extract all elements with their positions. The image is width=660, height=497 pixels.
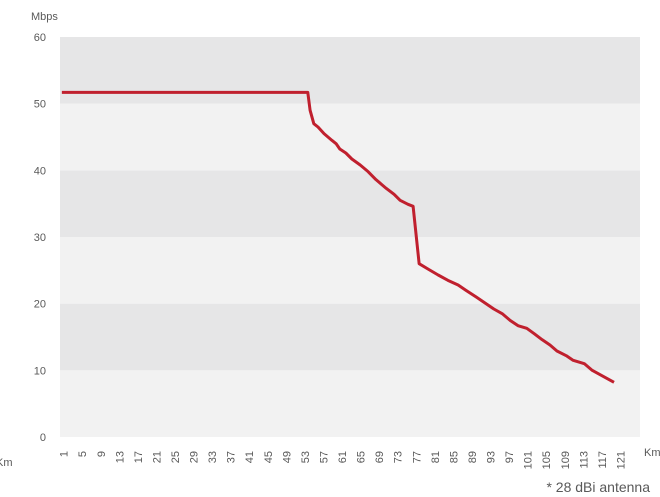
y-tick-label: 0 xyxy=(40,432,46,444)
x-tick-label: 53 xyxy=(300,451,312,463)
x-tick-label: 113 xyxy=(578,451,590,469)
band xyxy=(60,303,640,371)
x-tick-label: 81 xyxy=(430,451,442,463)
x-tick-label: 5 xyxy=(77,451,89,457)
x-tick-label: 61 xyxy=(337,451,349,463)
x-tick-label: 121 xyxy=(615,451,627,469)
x-tick-label: 93 xyxy=(486,451,498,463)
y-tick-label: 40 xyxy=(34,165,46,177)
x-tick-label: 57 xyxy=(318,451,330,463)
x-tick-label: 65 xyxy=(356,451,368,463)
x-tick-label: 101 xyxy=(523,451,535,469)
band xyxy=(60,370,640,437)
x-tick-label: 17 xyxy=(133,451,145,463)
x-tick-label: 117 xyxy=(597,451,609,469)
x-tick-label: 69 xyxy=(374,451,386,463)
x-tick-label: 29 xyxy=(189,451,201,463)
annotation: * 28 dBi antenna xyxy=(546,479,650,495)
x-tick-label: 21 xyxy=(151,451,163,463)
x-tick-label: 45 xyxy=(263,451,275,463)
y-tick-label: 50 xyxy=(34,99,46,111)
x-tick-label: 1 xyxy=(59,451,71,457)
x-axis-label-left: Km xyxy=(0,457,13,469)
x-tick-label: 105 xyxy=(541,451,553,469)
x-tick-label: 33 xyxy=(207,451,219,463)
y-axis-label: Mbps xyxy=(31,11,58,23)
band xyxy=(60,170,640,237)
x-tick-label: 41 xyxy=(244,451,256,463)
x-tick-label: 49 xyxy=(281,451,293,463)
band xyxy=(60,237,640,304)
y-tick-label: 60 xyxy=(34,32,46,44)
y-tick-label: 20 xyxy=(34,299,46,311)
x-tick-label: 25 xyxy=(170,451,182,463)
x-tick-label: 97 xyxy=(504,451,516,463)
x-tick-label: 109 xyxy=(560,451,572,469)
y-tick-label: 10 xyxy=(34,365,46,377)
x-tick-label: 73 xyxy=(393,451,405,463)
x-tick-label: 37 xyxy=(226,451,238,463)
x-tick-label: 77 xyxy=(411,451,423,463)
x-tick-label: 85 xyxy=(448,451,460,463)
x-tick-label: 13 xyxy=(114,451,126,463)
x-axis-label: Km xyxy=(644,447,660,459)
band xyxy=(60,103,640,171)
line xyxy=(61,90,615,384)
x-tick-label: 9 xyxy=(96,451,108,457)
x-tick-label: 89 xyxy=(467,451,479,463)
y-tick-label: 30 xyxy=(34,232,46,244)
